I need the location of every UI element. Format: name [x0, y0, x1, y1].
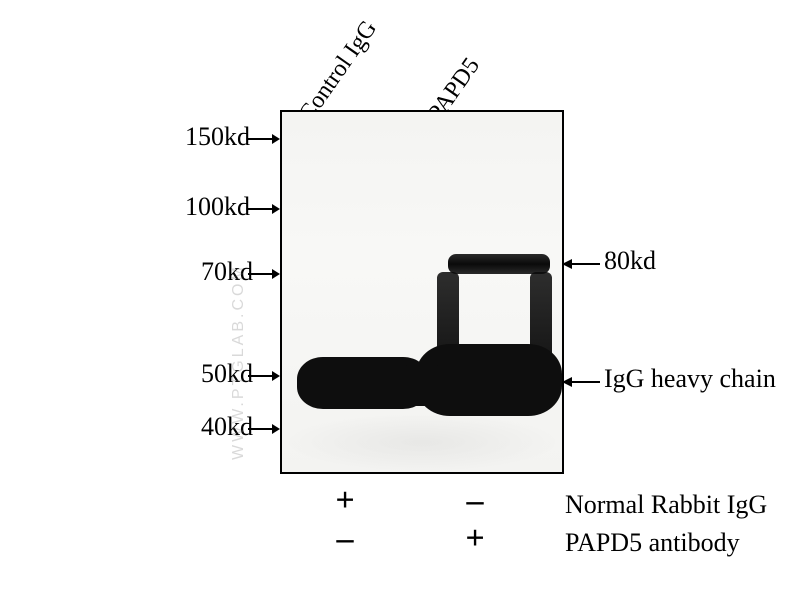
arrow-left-icon: [562, 256, 600, 272]
mw-label: 150kd: [130, 122, 250, 152]
blot-shadow: [282, 412, 562, 472]
arrow-right-icon: [248, 131, 280, 147]
band-igg-bridge: [402, 364, 442, 406]
annotation-label: 80kd: [604, 246, 656, 276]
pm-r2c2: +: [455, 520, 495, 558]
western-blot-panel: [280, 110, 564, 474]
watermark: WWW.PTGLAB.COM: [230, 264, 248, 460]
bottom-label-1: Normal Rabbit IgG: [565, 490, 767, 520]
annotation-label: IgG heavy chain: [604, 364, 776, 394]
band-80kd: [448, 254, 550, 274]
bottom-label-2: PAPD5 antibody: [565, 528, 740, 558]
arrow-right-icon: [248, 368, 280, 384]
arrow-left-icon: [562, 374, 600, 390]
arrow-right-icon: [248, 421, 280, 437]
mw-label: 100kd: [130, 192, 250, 222]
arrow-right-icon: [248, 266, 280, 282]
pm-r1c2: –: [455, 482, 495, 520]
pm-r1c1: +: [325, 482, 365, 520]
arrow-right-icon: [248, 201, 280, 217]
figure-container: Control IgG PAPD5 150kd 100kd 70kd 50kd …: [0, 0, 800, 600]
pm-r2c1: –: [325, 520, 365, 558]
